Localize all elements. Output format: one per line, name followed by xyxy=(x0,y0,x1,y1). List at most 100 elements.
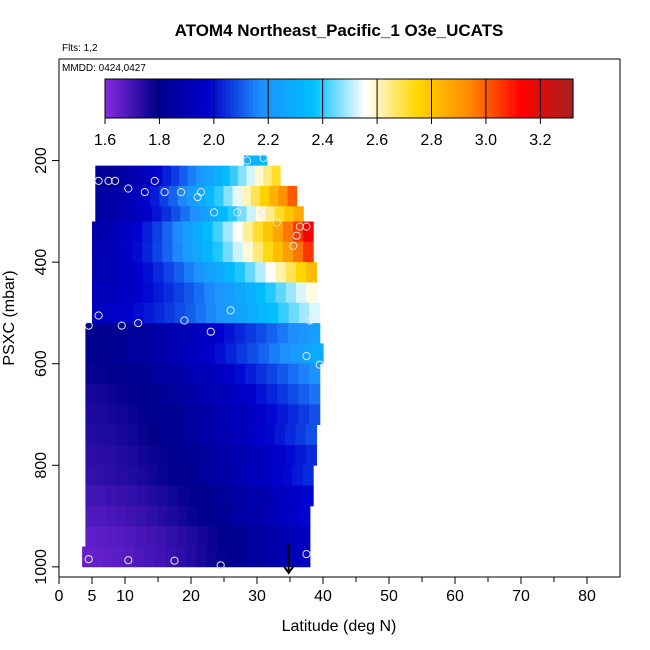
colorbar: 1.6 1.8 2.0 2.2 2.4 2.6 2.8 3.0 3.2 xyxy=(94,78,574,149)
heatmap-cell-9-17 xyxy=(266,323,278,344)
heatmap-cell-3-20 xyxy=(284,206,295,222)
heatmap-cell-11-10 xyxy=(191,363,204,385)
heatmap-cell-10-9 xyxy=(182,343,194,365)
sample-point-34 xyxy=(302,550,311,559)
colorbar-step-61 xyxy=(342,79,348,118)
sample-point-31 xyxy=(124,556,133,565)
heatmap-cell-5-3 xyxy=(122,241,133,263)
heatmap-cell-9-16 xyxy=(255,323,268,344)
latitude-marker-arrow xyxy=(282,543,295,575)
heatmap-cell-8-17 xyxy=(267,302,279,324)
heatmap-cell-9-7 xyxy=(159,323,172,344)
heatmap-cell-5-5 xyxy=(142,241,153,263)
heatmap-cell-19-2 xyxy=(105,526,117,547)
heatmap-cell-4-21 xyxy=(303,221,314,243)
heatmap-cell-20-6 xyxy=(144,546,156,568)
heatmap-cell-11-12 xyxy=(213,363,225,385)
heatmap-cell-12-4 xyxy=(128,384,140,405)
heatmap-cell-10-19 xyxy=(290,343,302,365)
heatmap-cell-3-17 xyxy=(255,206,266,222)
colorbar-step-84 xyxy=(432,79,438,118)
sample-point-22 xyxy=(84,321,93,330)
heatmap-cell-1-13 xyxy=(204,165,214,187)
sample-point-18 xyxy=(292,231,301,240)
heatmap-cell-15-10 xyxy=(190,444,202,466)
heatmap-cell-5-8 xyxy=(172,241,184,263)
heatmap-cell-17-5 xyxy=(137,485,149,507)
heatmap-cell-3-12 xyxy=(208,206,219,222)
heatmap-cell-14-18 xyxy=(274,424,286,446)
x-tick-label-5: 40 xyxy=(314,588,332,605)
heatmap-cell-8-14 xyxy=(236,302,248,324)
y-tick-label-2: 600 xyxy=(33,350,50,377)
x-tick-label-4: 30 xyxy=(248,588,266,605)
heatmap-cell-12-9 xyxy=(181,384,193,405)
heatmap-cell-8-9 xyxy=(185,302,197,324)
colorbar-step-55 xyxy=(319,79,324,118)
heatmap-cell-20-14 xyxy=(227,546,238,568)
x-tick-label-9: 80 xyxy=(578,588,596,605)
heatmap-cell-0-11 xyxy=(255,155,257,167)
heatmap-cell-10-6 xyxy=(150,343,162,365)
heatmap-cell-18-12 xyxy=(207,505,219,527)
heatmap-cell-13-20 xyxy=(298,404,310,426)
heatmap-cell-3-1 xyxy=(104,206,115,222)
colorbar-step-27 xyxy=(210,79,215,118)
colorbar-step-44 xyxy=(276,79,282,118)
heatmap-cell-16-5 xyxy=(137,465,149,486)
colorbar-step-17 xyxy=(171,79,176,118)
heatmap-cell-0-3 xyxy=(246,155,249,167)
heatmap-cell-3-21 xyxy=(293,206,304,222)
heatmap-cell-5-15 xyxy=(242,241,254,263)
heatmap-cell-19-9 xyxy=(177,526,188,547)
heatmap-cell-12-2 xyxy=(106,384,118,405)
heatmap-cell-1-12 xyxy=(196,165,206,187)
colorbar-step-53 xyxy=(311,79,317,118)
colorbar-step-112 xyxy=(541,79,547,118)
heatmap-cell-10-5 xyxy=(139,343,151,365)
heatmap-cell-17-13 xyxy=(219,485,231,507)
heatmap-cell-12-5 xyxy=(138,384,150,405)
sample-point-1 xyxy=(259,153,268,163)
heatmap-cell-12-6 xyxy=(149,384,161,405)
heatmap-cell-9-18 xyxy=(277,323,289,344)
heatmap-cell-1-9 xyxy=(170,165,180,187)
heatmap-cell-17-15 xyxy=(240,485,252,507)
heatmap-cell-18-20 xyxy=(289,505,301,527)
colorbar-step-113 xyxy=(545,79,551,118)
heatmap-cell-19-12 xyxy=(207,526,219,547)
heatmap-cell-11-5 xyxy=(138,363,150,385)
heatmap-cell-14-16 xyxy=(253,424,265,446)
heatmap-cell-13-10 xyxy=(191,404,204,426)
heatmap-cell-13-9 xyxy=(181,404,193,426)
heatmap-cell-19-21 xyxy=(299,526,311,547)
heatmap-cell-11-18 xyxy=(277,363,289,385)
heatmap-cell-11-8 xyxy=(170,363,182,385)
colorbar-step-109 xyxy=(530,79,535,118)
heatmap-cell-9-11 xyxy=(202,323,214,344)
heatmap-cell-12-19 xyxy=(287,384,299,405)
heatmap-cell-17-12 xyxy=(209,485,221,507)
heatmap-cell-2-14 xyxy=(223,185,234,207)
heatmap-cell-10-17 xyxy=(269,343,281,365)
heatmap-cell-1-20 xyxy=(263,165,273,187)
heatmap-cell-5-17 xyxy=(262,241,274,263)
heatmap-cell-6-18 xyxy=(275,262,287,283)
colorbar-step-32 xyxy=(229,79,235,118)
heatmap-cell-3-9 xyxy=(180,206,191,222)
heatmap-cell-19-1 xyxy=(95,526,107,547)
colorbar-step-68 xyxy=(370,79,375,118)
colorbar-step-28 xyxy=(214,79,219,118)
heatmap-cell-1-2 xyxy=(112,165,122,187)
heatmap-cell-2-7 xyxy=(159,185,170,207)
heatmap-cell-13-12 xyxy=(213,404,225,426)
heatmap-cell-13-13 xyxy=(223,404,236,426)
heatmap-cell-19-16 xyxy=(248,526,260,547)
heatmap-cell-4-5 xyxy=(142,221,153,243)
heatmap-cell-20-0 xyxy=(82,546,94,568)
heatmap-cell-2-20 xyxy=(278,185,289,207)
sample-point-32 xyxy=(170,556,179,565)
heatmap-cell-9-4 xyxy=(128,323,140,344)
heatmap-cell-14-0 xyxy=(85,424,97,446)
heatmap-cell-14-1 xyxy=(95,424,107,446)
